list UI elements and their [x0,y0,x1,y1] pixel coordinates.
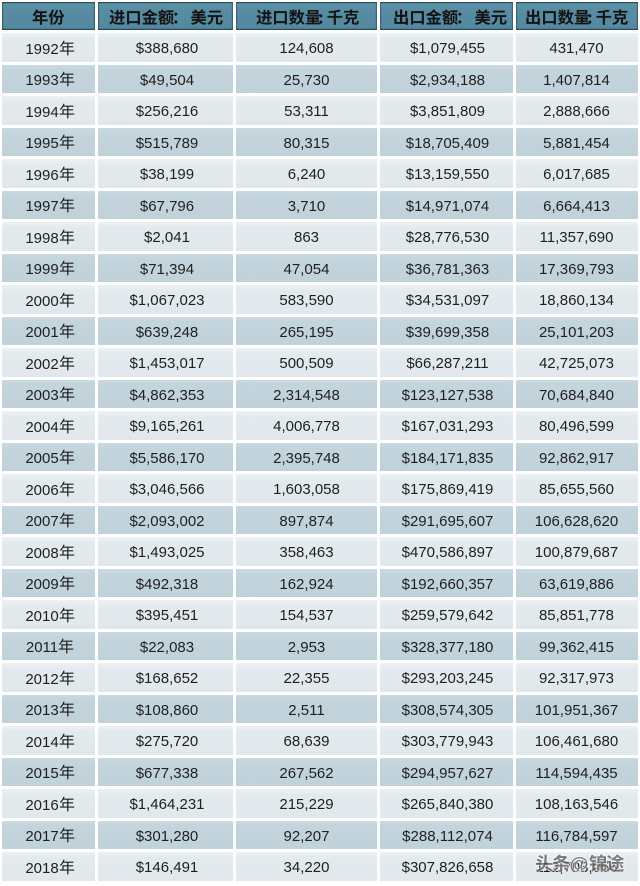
svg-text:@: @ [569,854,588,873]
